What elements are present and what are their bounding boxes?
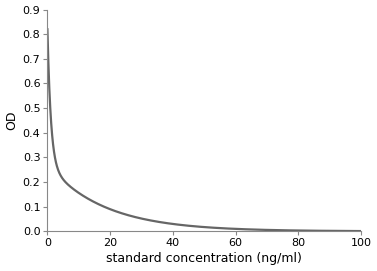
Y-axis label: OD: OD xyxy=(6,111,18,130)
X-axis label: standard concentration (ng/ml): standard concentration (ng/ml) xyxy=(106,253,302,265)
